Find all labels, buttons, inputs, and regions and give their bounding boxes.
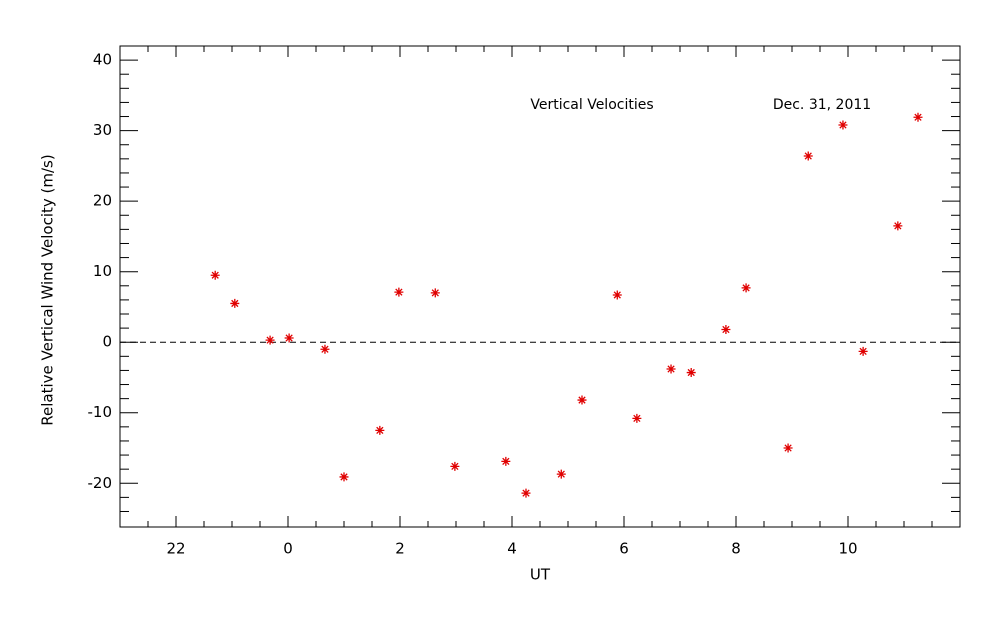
point <box>783 443 793 453</box>
point <box>741 283 751 293</box>
y-tick-label: 20 <box>93 192 112 210</box>
point <box>501 456 511 466</box>
x-axis-label: UT <box>530 566 551 584</box>
x-tick-label: 4 <box>507 540 517 558</box>
annotation: Vertical Velocities <box>530 97 653 113</box>
plot-frame <box>119 45 961 528</box>
point <box>666 364 676 374</box>
point <box>394 287 404 297</box>
point <box>893 221 903 231</box>
y-tick-label: 0 <box>102 333 112 351</box>
point <box>265 335 275 345</box>
x-tick-label: 10 <box>838 540 857 558</box>
point <box>721 325 731 335</box>
point <box>913 112 923 122</box>
point <box>320 344 330 354</box>
y-tick-label: -10 <box>88 403 113 421</box>
x-tick-label: 6 <box>619 540 629 558</box>
y-tick-label: 40 <box>93 51 112 69</box>
point <box>612 290 622 300</box>
point <box>284 333 294 343</box>
point <box>858 346 868 356</box>
point <box>632 413 642 423</box>
point <box>339 472 349 482</box>
y-axis-label: Relative Vertical Wind Velocity (m/s) <box>39 154 57 425</box>
point <box>210 270 220 280</box>
point <box>375 425 385 435</box>
point <box>450 461 460 471</box>
y-tick-label: 10 <box>93 262 112 280</box>
point <box>838 120 848 130</box>
x-tick-label: 2 <box>395 540 405 558</box>
point <box>577 395 587 405</box>
point <box>521 488 531 498</box>
point <box>556 469 566 479</box>
point <box>430 288 440 298</box>
annotation: Dec. 31, 2011 <box>773 97 871 113</box>
point <box>686 368 696 378</box>
point <box>230 298 240 308</box>
y-tick-label: 30 <box>93 121 112 139</box>
x-tick-label: 22 <box>166 540 185 558</box>
y-tick-label: -20 <box>88 474 113 492</box>
x-tick-label: 8 <box>731 540 741 558</box>
point <box>803 151 813 161</box>
x-tick-label: 0 <box>283 540 293 558</box>
